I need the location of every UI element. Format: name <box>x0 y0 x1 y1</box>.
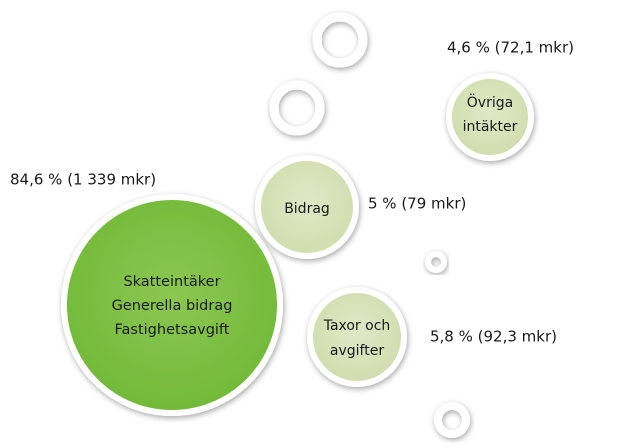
bubble-label: intäkter <box>463 119 518 135</box>
ring <box>434 402 470 438</box>
bubble <box>307 287 407 387</box>
bubble-label: Generella bidrag <box>112 298 233 314</box>
bubble-label: Bidrag <box>284 201 330 217</box>
ring <box>425 251 447 273</box>
bubble-label: avgifter <box>330 343 384 359</box>
bubble <box>446 73 534 161</box>
value-label: 84,6 % (1 339 mkr) <box>10 171 156 189</box>
value-label: 4,6 % (72,1 mkr) <box>447 39 574 57</box>
bubble-label: Skatteintäker <box>123 274 220 290</box>
value-label: 5,8 % (92,3 mkr) <box>430 328 557 346</box>
bubble-label: Taxor och <box>323 318 391 334</box>
bubble <box>255 155 359 259</box>
ring <box>269 80 325 136</box>
ring <box>312 12 368 68</box>
bubble-label: Övriga <box>467 93 513 111</box>
value-label: 5 % (79 mkr) <box>368 195 466 213</box>
bubble-label: Fastighetsavgift <box>115 322 230 338</box>
bubble <box>61 194 283 416</box>
